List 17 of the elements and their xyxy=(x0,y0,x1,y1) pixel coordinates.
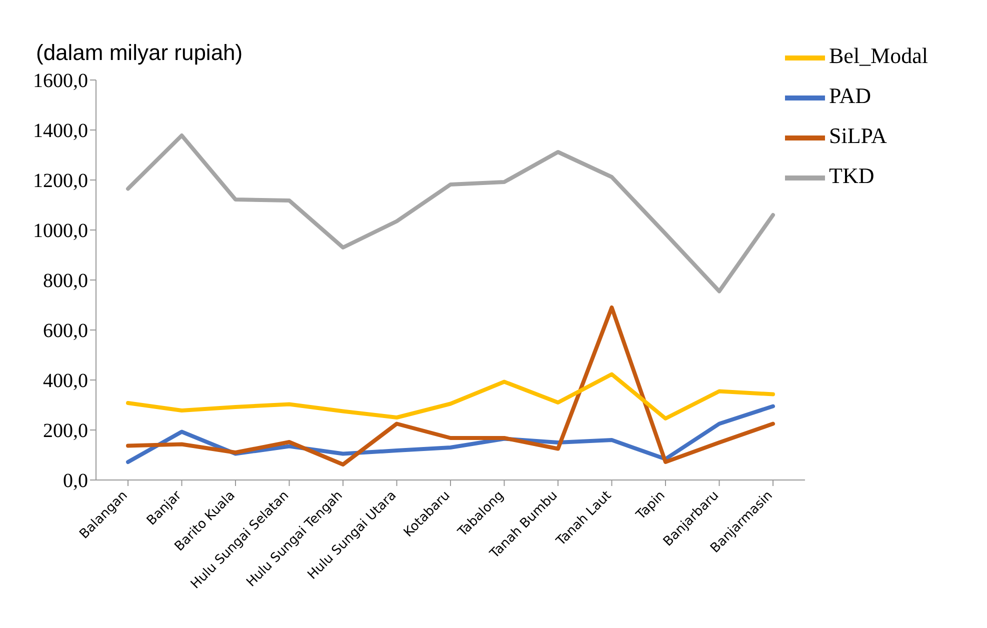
legend-label: PAD xyxy=(829,83,871,108)
y-tick-label: 1000,0 xyxy=(33,220,88,242)
line-series xyxy=(126,372,775,420)
y-tick-label: 1400,0 xyxy=(33,120,88,142)
legend-label: SiLPA xyxy=(829,123,887,148)
y-tick-label: 0,0 xyxy=(63,470,88,492)
y-tick-label: 600,0 xyxy=(43,320,88,342)
y-tick-label: 1600,0 xyxy=(33,70,88,92)
y-tick-label: 800,0 xyxy=(43,270,88,292)
y-tick-label: 1200,0 xyxy=(33,170,88,192)
legend-label: Bel_Modal xyxy=(829,43,928,68)
y-axis-title: (dalam milyar rupiah) xyxy=(36,40,243,66)
y-tick-label: 400,0 xyxy=(43,370,88,392)
line-series xyxy=(126,306,775,466)
line-series xyxy=(126,134,775,294)
y-tick-label: 200,0 xyxy=(43,420,88,442)
legend-label: TKD xyxy=(829,163,874,188)
